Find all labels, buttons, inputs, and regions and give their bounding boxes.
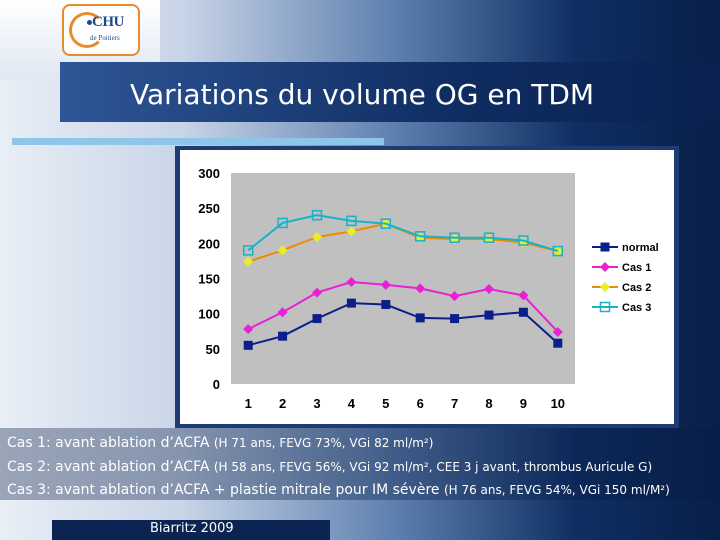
- data-point-0: [415, 313, 425, 323]
- x-tick-label: 2: [279, 396, 286, 411]
- data-point-0: [278, 331, 288, 341]
- data-point-1: [484, 284, 494, 295]
- data-point-3: [414, 231, 426, 242]
- series-line-3: [247, 214, 559, 253]
- x-tick-label: 7: [451, 396, 458, 411]
- legend-label: Cas 1: [622, 262, 651, 274]
- data-point-0: [484, 310, 494, 320]
- logo-ring-icon: [69, 12, 105, 48]
- data-point-2: [277, 245, 288, 256]
- data-point-3: [346, 215, 357, 227]
- data-point-1: [380, 279, 391, 290]
- accent-line: [12, 138, 384, 145]
- y-tick-label: 100: [198, 307, 220, 322]
- data-point-3: [242, 245, 254, 256]
- legend-label: normal: [622, 242, 659, 254]
- data-point-2: [552, 246, 563, 257]
- x-tick-label: 1: [245, 396, 252, 411]
- title-bar: [60, 62, 720, 122]
- notes-band: [0, 428, 720, 500]
- series-line-1: [247, 281, 559, 333]
- legend-label: Cas 3: [622, 302, 651, 314]
- data-point-3: [277, 217, 288, 229]
- data-point-2: [243, 256, 254, 267]
- legend-marker: [599, 301, 611, 313]
- data-point-3: [518, 235, 529, 246]
- y-tick-label: 200: [198, 236, 220, 251]
- data-point-0: [312, 314, 322, 324]
- x-tick-label: 5: [382, 396, 389, 411]
- footer-bar: [52, 520, 330, 540]
- legend-marker: [600, 282, 610, 292]
- y-tick-label: 50: [206, 342, 220, 357]
- legend-marker: [600, 242, 610, 252]
- data-point-0: [243, 340, 253, 350]
- line-chart: 0 50 100 150 200 250 300 1 2 3 4 5 6 7 8 9 10 normal Cas 1…: [198, 166, 659, 411]
- data-point-3: [483, 232, 495, 243]
- x-tick-label: 6: [417, 396, 424, 411]
- slide-title: Variations du volume OG en TDM: [130, 78, 595, 111]
- legend-label: Cas 2: [622, 282, 651, 294]
- x-tick-label: 9: [520, 396, 527, 411]
- data-point-1: [415, 283, 426, 294]
- data-point-3: [552, 245, 564, 257]
- data-point-2: [346, 226, 357, 237]
- data-point-0: [553, 338, 563, 348]
- data-point-3: [311, 209, 323, 221]
- data-point-0: [346, 298, 356, 308]
- footer-text: Biarritz 2009: [150, 521, 234, 536]
- logo-text: CHU: [92, 14, 124, 30]
- y-tick-label: 300: [198, 166, 220, 181]
- y-tick-label: 150: [198, 272, 220, 287]
- logo-subtext: de Poitiers: [90, 34, 120, 42]
- note-case-1: Cas 1: avant ablation d’ACFA (H 71 ans, …: [7, 435, 434, 451]
- note-case-3: Cas 3: avant ablation d’ACFA + plastie m…: [7, 482, 670, 498]
- y-tick-label: 0: [213, 377, 220, 392]
- data-point-0: [518, 307, 528, 317]
- series-line-0: [247, 302, 559, 347]
- data-point-0: [381, 300, 391, 310]
- data-point-1: [277, 307, 288, 318]
- data-point-1: [346, 277, 357, 288]
- data-point-1: [312, 287, 322, 298]
- data-point-3: [449, 232, 460, 243]
- plot-area: [231, 173, 575, 384]
- x-tick-label: 10: [551, 396, 565, 411]
- logo-dot-icon: [87, 20, 92, 25]
- data-point-2: [312, 232, 322, 243]
- data-point-0: [450, 314, 460, 324]
- data-point-3: [380, 218, 392, 229]
- x-tick-label: 3: [313, 396, 320, 411]
- legend-marker: [600, 262, 610, 272]
- note-case-2: Cas 2: avant ablation d’ACFA (H 58 ans, …: [7, 459, 653, 475]
- data-point-1: [449, 291, 460, 302]
- data-point-1: [243, 324, 254, 335]
- chu-logo: CHU de Poitiers: [62, 4, 140, 56]
- data-point-2: [484, 234, 494, 245]
- data-point-1: [552, 326, 563, 337]
- x-tick-label: 8: [485, 396, 492, 411]
- data-point-1: [518, 290, 529, 301]
- y-tick-label: 250: [198, 201, 220, 216]
- x-tick-label: 4: [348, 396, 356, 411]
